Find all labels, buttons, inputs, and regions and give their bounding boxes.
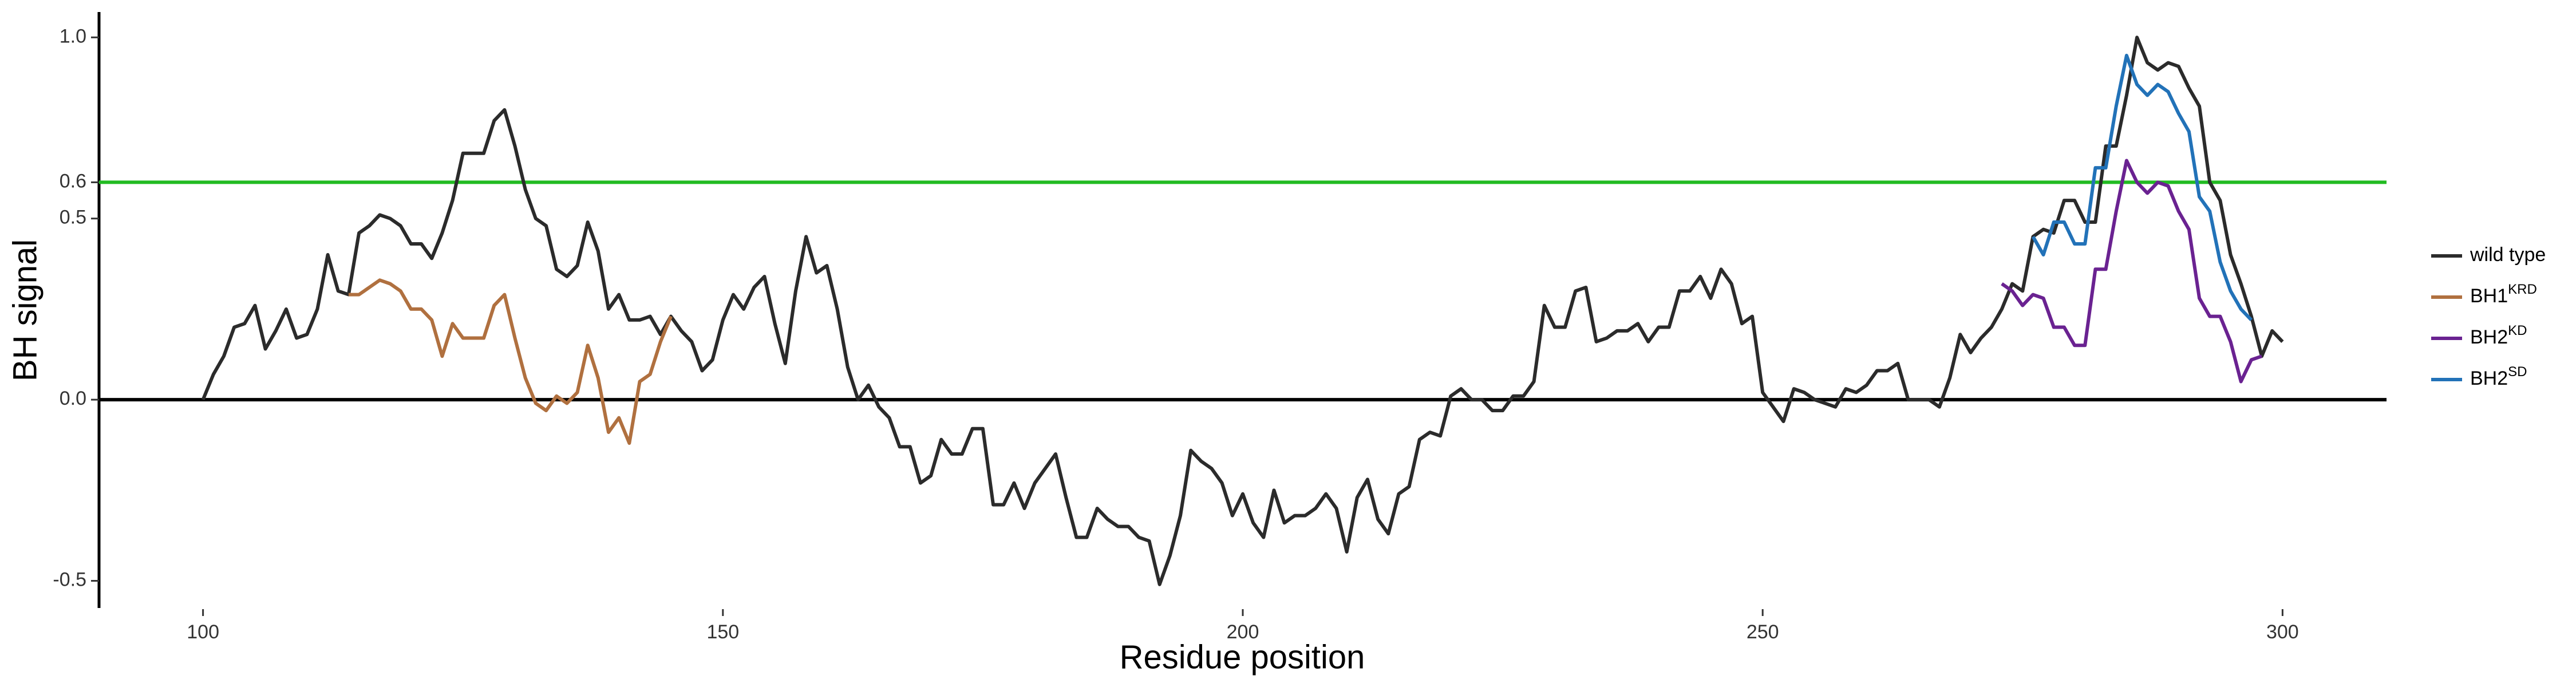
legend-label: BH2KD [2470, 323, 2527, 348]
legend-name: BH2 [2470, 326, 2508, 348]
x-tick-label: 250 [1747, 621, 1779, 643]
legend-name: BH1 [2470, 285, 2508, 307]
x-tick-label: 300 [2266, 621, 2299, 643]
legend-superscript: KRD [2508, 282, 2537, 297]
x-tick-label: 200 [1227, 621, 1259, 643]
legend-label: BH2SD [2470, 364, 2527, 389]
legend-name: wild type [2470, 244, 2546, 266]
legend-superscript: KD [2508, 323, 2527, 338]
data-line [348, 278, 673, 445]
y-tick-label: 1.0 [60, 25, 86, 47]
legend-label: BH1KRD [2470, 282, 2537, 307]
data-line [2031, 53, 2253, 321]
y-axis-title: BH signal [6, 239, 44, 381]
y-tick-label: 0.6 [60, 170, 86, 192]
legend-label: wild type [2470, 244, 2546, 266]
data-line [201, 35, 2284, 586]
y-tick-label: 0.5 [60, 207, 86, 228]
y-tick-label: -0.5 [53, 569, 86, 591]
data-line [2001, 159, 2263, 384]
legend-superscript: SD [2508, 364, 2527, 380]
x-axis-title: Residue position [1120, 638, 1365, 676]
legend-name: BH2 [2470, 368, 2508, 389]
x-tick-label: 100 [187, 621, 219, 643]
x-tick-label: 150 [706, 621, 739, 643]
y-tick-label: 0.0 [60, 388, 86, 409]
